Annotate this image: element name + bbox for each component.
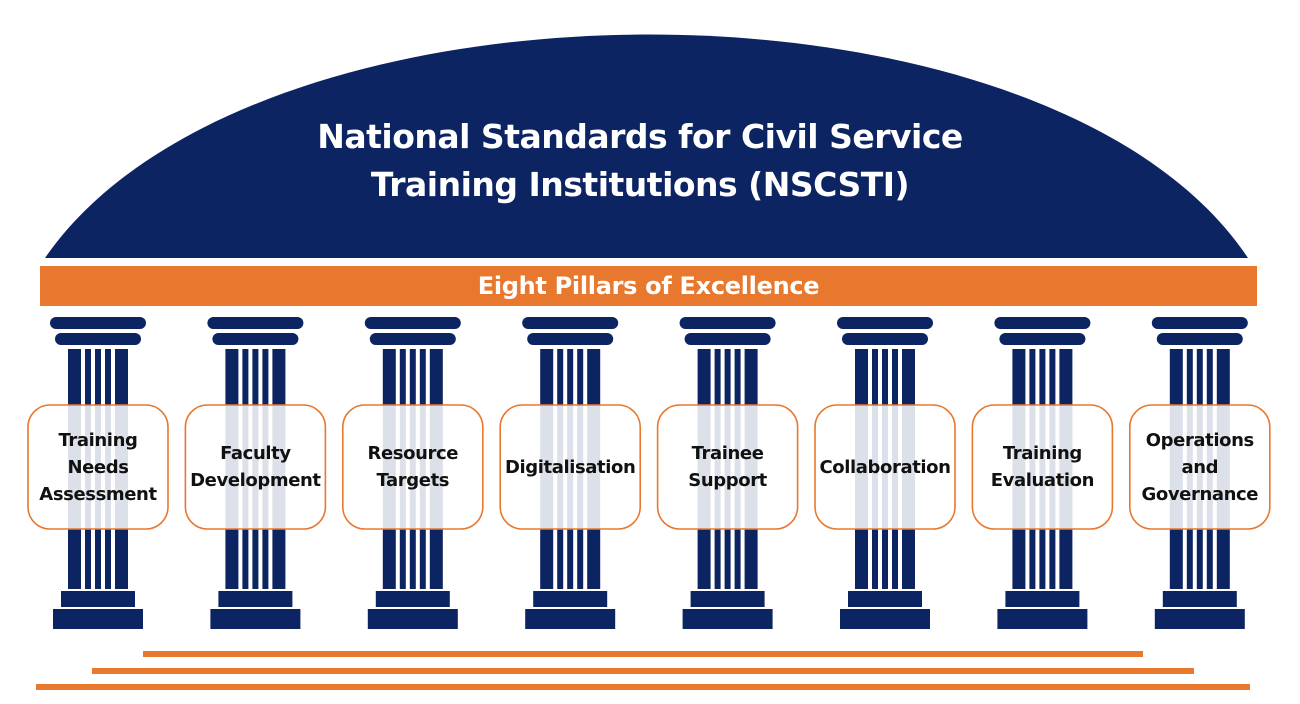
pillar-label: Training Evaluation <box>972 405 1112 529</box>
pillar-capital-bottom <box>842 333 928 345</box>
pillar-base-upper <box>61 591 135 607</box>
pillar-label: Digitalisation <box>500 405 640 529</box>
foundation-step <box>36 684 1250 690</box>
pillar-capital-bottom <box>684 333 771 345</box>
pillar <box>1129 317 1271 629</box>
pillar-base-lower <box>53 609 143 629</box>
pillar-label: Resource Targets <box>343 405 483 529</box>
pillar-label-text: Collaboration <box>819 456 951 478</box>
pillar-capital-top <box>679 317 776 329</box>
pillar-capital-top <box>50 317 146 329</box>
pillar-base-upper <box>1162 591 1237 607</box>
pillar-capital-top <box>207 317 304 329</box>
pillar-capital-bottom <box>1156 333 1243 345</box>
pillar <box>814 317 956 629</box>
pillar-label-plate <box>1129 404 1271 530</box>
pillar-capital-top <box>994 317 1091 329</box>
pillar-base-upper <box>690 591 765 607</box>
pillar-capital-bottom <box>55 333 141 345</box>
pillar-base-upper <box>375 591 450 607</box>
pillar-label: Trainee Support <box>658 405 798 529</box>
pillar-base-lower <box>367 609 458 629</box>
banner-bar <box>40 266 1257 306</box>
pillar-base-lower <box>525 609 616 629</box>
pillar-label-text: Digitalisation <box>504 456 636 478</box>
pillar-base-lower <box>840 609 930 629</box>
pillar-label-text: Training Needs Assessment <box>39 429 157 505</box>
pillar <box>341 317 484 629</box>
pillar-label-text: Resource Targets <box>367 443 459 491</box>
pillar-capital-bottom <box>999 333 1086 345</box>
pillar-base-upper <box>848 591 922 607</box>
pillar-label-plate <box>814 404 956 530</box>
pillar-label-text: Trainee Support <box>688 443 767 491</box>
pillar <box>499 317 642 629</box>
pillar-capital-top <box>364 317 461 329</box>
pillar-capital-bottom <box>527 333 614 345</box>
pillar-label: Operations and Governance <box>1130 405 1270 529</box>
pillar-capital-bottom <box>369 333 456 345</box>
pillar-label-plate <box>656 404 799 530</box>
pillar-capital-top <box>522 317 619 329</box>
diagram-title-line-1: National Standards for Civil Service <box>317 117 963 156</box>
pillar-label-plate <box>184 404 327 530</box>
pillar-label: Faculty Development <box>185 405 325 529</box>
dome-roof <box>45 34 1248 258</box>
pillar-label: Training Needs Assessment <box>28 405 168 529</box>
diagram-title-line-2: Training Institutions (NSCSTI) <box>370 165 910 204</box>
foundation-steps <box>36 651 1250 690</box>
pillar <box>971 317 1114 629</box>
pillar-base-upper <box>1005 591 1080 607</box>
pillars-layer <box>27 317 1271 629</box>
pillar-base-lower <box>997 609 1088 629</box>
pillar-base-upper <box>218 591 293 607</box>
foundation-step <box>92 668 1194 674</box>
pillar-label-plate <box>341 404 484 530</box>
banner-label: Eight Pillars of Excellence <box>477 272 820 300</box>
pillar <box>656 317 799 629</box>
pillar-label-text: Faculty Development <box>190 443 321 491</box>
pillar-capital-bottom <box>212 333 299 345</box>
pillar-base-lower <box>1154 609 1245 629</box>
pillar-label-text: Operations and Governance <box>1141 429 1259 505</box>
pillar-label-plate <box>27 404 169 530</box>
foundation-step <box>143 651 1143 657</box>
pillar-base-upper <box>533 591 608 607</box>
pillar-capital-top <box>837 317 933 329</box>
pillar-base-lower <box>682 609 773 629</box>
pillar-label: Collaboration <box>815 405 955 529</box>
pillar-base-lower <box>210 609 301 629</box>
pillar-label-text: Training Evaluation <box>990 443 1095 491</box>
pillar <box>27 317 169 629</box>
pillar-capital-top <box>1151 317 1248 329</box>
pillar-label-plate <box>971 404 1114 530</box>
pillar-label-plate <box>499 404 642 530</box>
pillar <box>184 317 327 629</box>
